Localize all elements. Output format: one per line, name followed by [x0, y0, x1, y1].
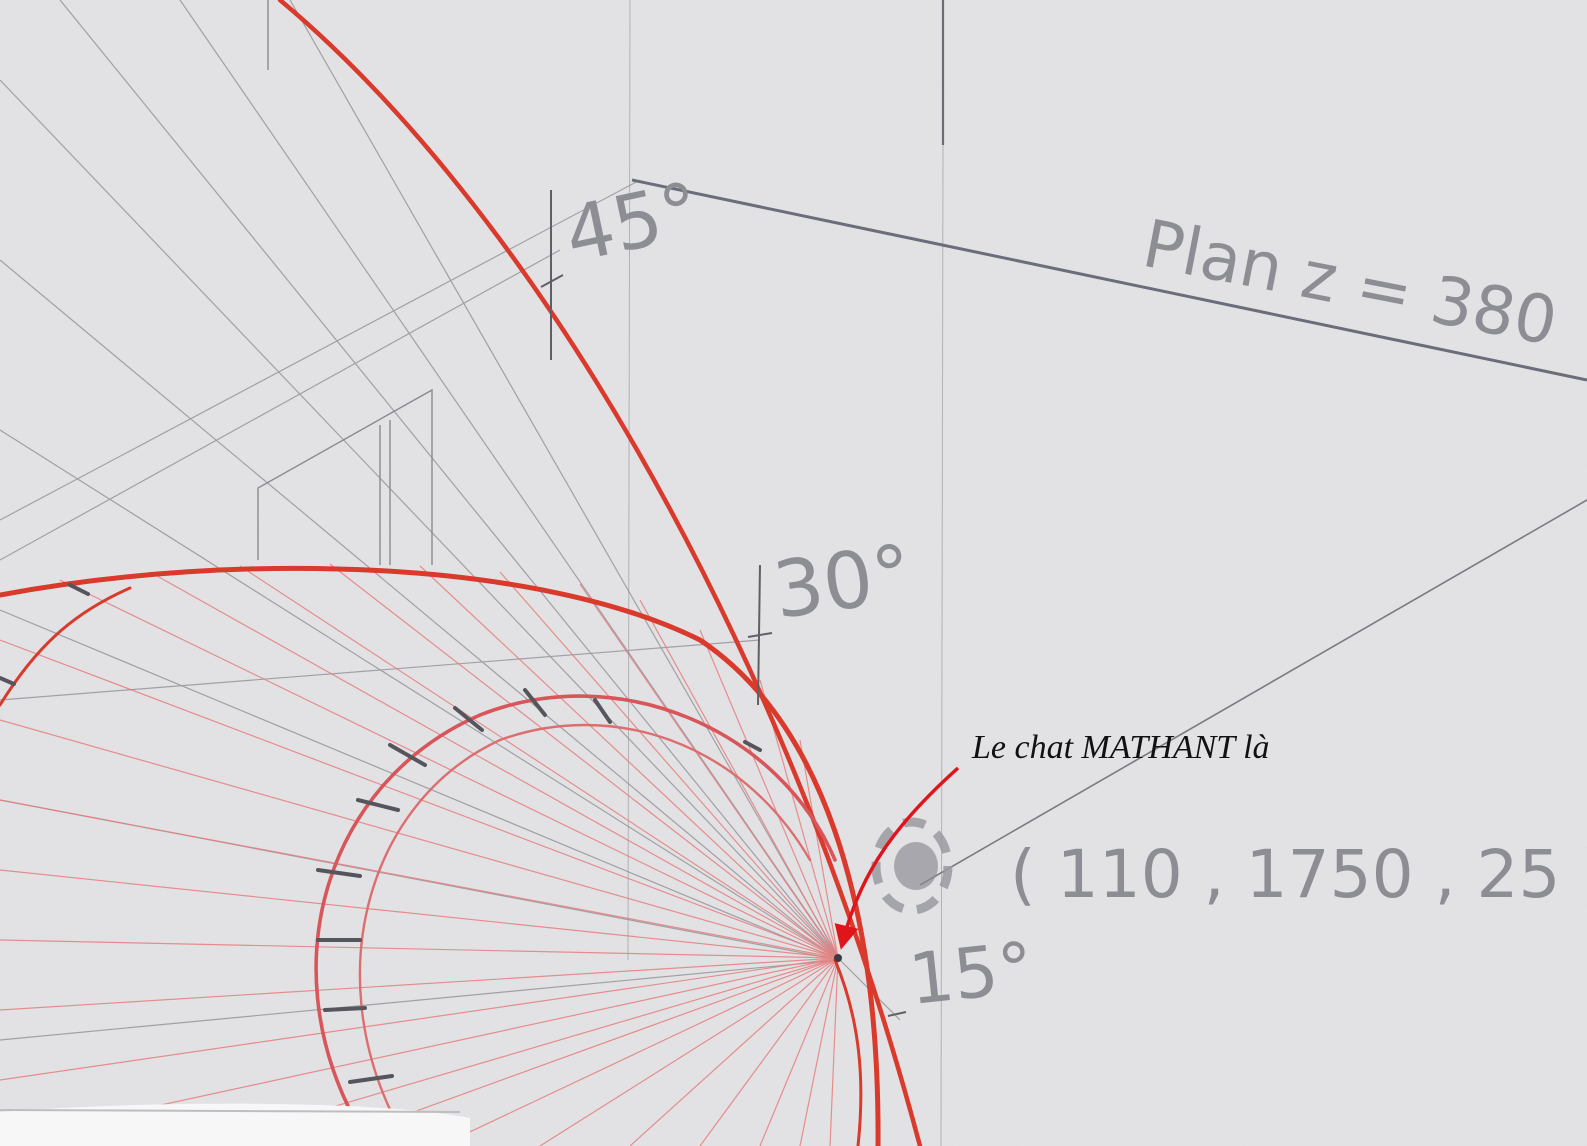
red-ray	[239, 565, 839, 959]
pencil-construction-lines	[0, 0, 901, 1041]
red-ray	[329, 563, 839, 959]
paper-edge-shadow	[0, 1109, 461, 1113]
angle-ticks	[540, 190, 907, 1017]
pivot-red-arc	[833, 958, 863, 1146]
inner-red-arc-2	[358, 723, 812, 1122]
paper-edge	[0, 1103, 470, 1146]
angle-label-15: 15°	[905, 926, 1037, 1021]
red-ray	[0, 639, 839, 959]
red-ray	[0, 939, 839, 959]
focal-point	[834, 954, 842, 962]
red-ray	[799, 957, 839, 1146]
red-ray	[699, 629, 839, 959]
plane-line	[631, 178, 1587, 886]
inner-red-arc	[314, 694, 837, 1122]
annotation-arrow	[834, 766, 960, 950]
red-ray	[699, 957, 839, 1146]
vertical-reference-lines	[267, 0, 945, 1146]
red-ray	[149, 571, 839, 959]
pencil-hatch-marks	[0, 583, 762, 1084]
annotation-caption: Le chat MATHANT là	[971, 729, 1270, 766]
red-ray	[419, 565, 839, 959]
building-sketch	[257, 388, 433, 565]
red-ray	[579, 583, 839, 959]
cat-smudge	[871, 817, 953, 915]
red-ray	[539, 957, 839, 1146]
dome-red-arc	[0, 565, 881, 1146]
red-ray	[799, 739, 839, 959]
point-coordinates: ( 110 , 1750 , 25 )	[1010, 836, 1587, 913]
red-ray	[629, 957, 839, 1146]
red-ray	[499, 571, 839, 959]
red-ray-fan	[0, 563, 839, 1146]
red-ray	[829, 957, 839, 1146]
angle-label-30: 30°	[768, 528, 917, 636]
red-ray	[439, 957, 839, 1146]
red-ray	[0, 957, 839, 1011]
red-ray	[0, 799, 839, 959]
red-ray	[0, 719, 839, 959]
red-ray	[759, 957, 839, 1146]
red-ray	[0, 957, 839, 1081]
red-ray	[59, 579, 839, 959]
red-ray	[0, 869, 839, 959]
